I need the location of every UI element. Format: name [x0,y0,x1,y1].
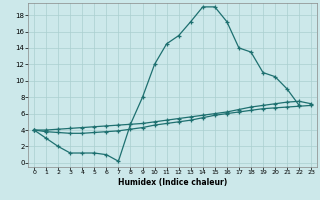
X-axis label: Humidex (Indice chaleur): Humidex (Indice chaleur) [118,178,227,187]
